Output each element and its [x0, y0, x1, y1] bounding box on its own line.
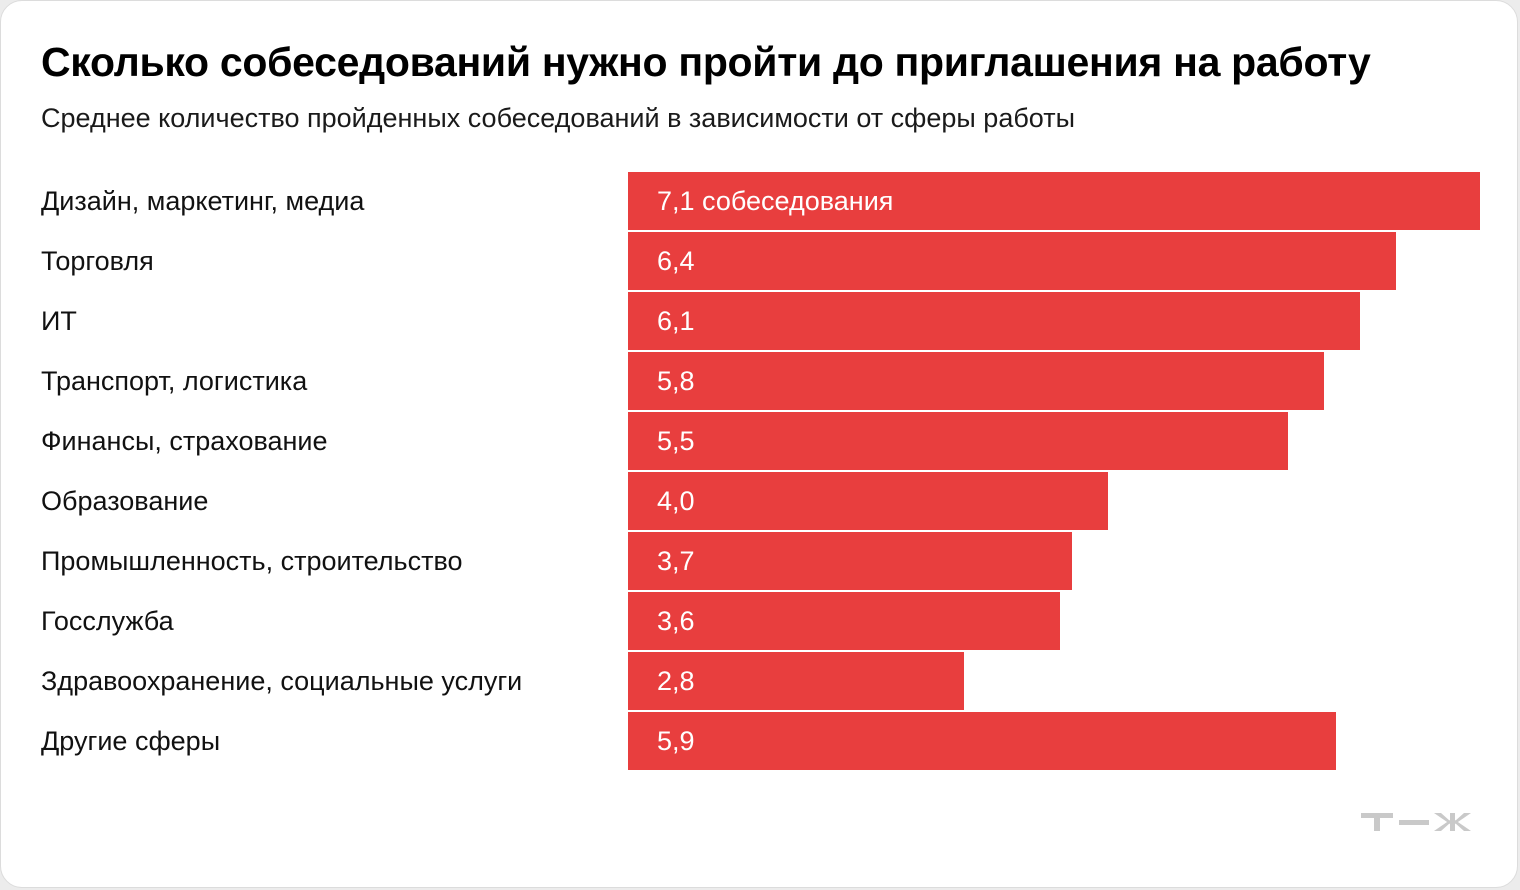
category-label: ИТ [41, 306, 77, 336]
value-label: 6,1 [657, 306, 695, 336]
tzh-logo [1361, 813, 1471, 831]
category-label: Транспорт, логистика [41, 366, 308, 396]
value-label: 6,4 [657, 246, 695, 276]
bar [628, 472, 1108, 530]
bar [628, 232, 1396, 290]
value-label: 5,8 [657, 366, 695, 396]
chart-subtitle: Среднее количество пройденных собеседова… [41, 103, 1075, 133]
category-label: Образование [41, 486, 208, 516]
value-label: 3,6 [657, 606, 695, 636]
category-label: Госслужба [41, 606, 175, 636]
value-label: 5,9 [657, 726, 695, 756]
bar [628, 412, 1288, 470]
value-label: 3,7 [657, 546, 695, 576]
category-label: Дизайн, маркетинг, медиа [41, 186, 365, 216]
bar [628, 172, 1480, 230]
value-label: 7,1 собеседования [657, 186, 893, 216]
value-label: 5,5 [657, 426, 695, 456]
category-label: Здравоохранение, социальные услуги [41, 666, 522, 696]
bar [628, 712, 1336, 770]
category-label: Промышленность, строительство [41, 546, 463, 576]
bar [628, 352, 1324, 410]
bar [628, 292, 1360, 350]
bar [628, 532, 1072, 590]
value-label: 2,8 [657, 666, 695, 696]
category-label: Торговля [41, 246, 154, 276]
chart-title: Сколько собеседований нужно пройти до пр… [41, 39, 1371, 85]
category-label: Другие сферы [41, 726, 220, 756]
bar [628, 652, 964, 710]
category-label: Финансы, страхование [41, 426, 328, 456]
value-label: 4,0 [657, 486, 695, 516]
bar [628, 592, 1060, 650]
